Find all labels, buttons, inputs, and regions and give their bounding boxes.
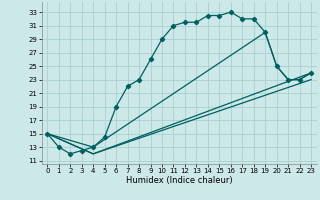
X-axis label: Humidex (Indice chaleur): Humidex (Indice chaleur): [126, 176, 233, 185]
